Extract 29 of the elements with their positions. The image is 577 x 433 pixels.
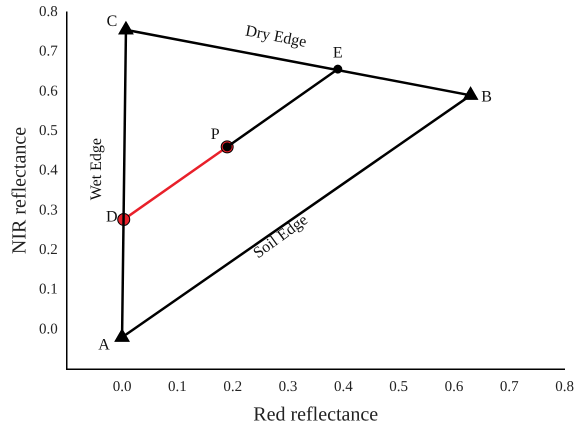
- annotation: Wet Edge: [88, 138, 105, 200]
- annotation: A: [98, 336, 110, 354]
- y-tick-label: 0.7: [39, 44, 58, 60]
- y-tick-label: 0.3: [39, 202, 58, 218]
- x-tick-label: 0.7: [500, 378, 520, 395]
- y-tick-label: 0.4: [39, 162, 58, 179]
- x-tick-label: 0.4: [334, 378, 354, 395]
- annotation: Dry Edge: [244, 22, 308, 51]
- x-tick-label: 0.1: [168, 378, 187, 395]
- y-tick-label: 0.5: [39, 122, 58, 139]
- y-axis-title: NIR reflectance: [8, 126, 30, 254]
- annotation: D: [106, 208, 118, 226]
- y-tick-label: 0.8: [39, 4, 58, 20]
- annotation: B: [481, 88, 492, 106]
- x-axis-title: Red reflectance: [253, 403, 378, 426]
- x-tick-label: 0.8: [555, 378, 574, 395]
- annotation: E: [332, 44, 343, 62]
- x-tick-label: 0.6: [444, 378, 464, 395]
- annotation: Soil Edge: [250, 211, 312, 262]
- annotation: C: [106, 13, 118, 30]
- y-tick-label: 0.6: [39, 83, 58, 100]
- y-tick-label: 0.1: [39, 282, 58, 298]
- annotation: P: [210, 126, 220, 144]
- y-tick-label: 0.2: [39, 242, 58, 258]
- x-tick-label: 0.0: [112, 378, 132, 395]
- x-tick-label: 0.2: [223, 378, 242, 395]
- x-tick-label: 0.3: [278, 378, 298, 395]
- y-tick-label: 0.0: [39, 321, 58, 338]
- x-tick-label: 0.5: [389, 378, 408, 395]
